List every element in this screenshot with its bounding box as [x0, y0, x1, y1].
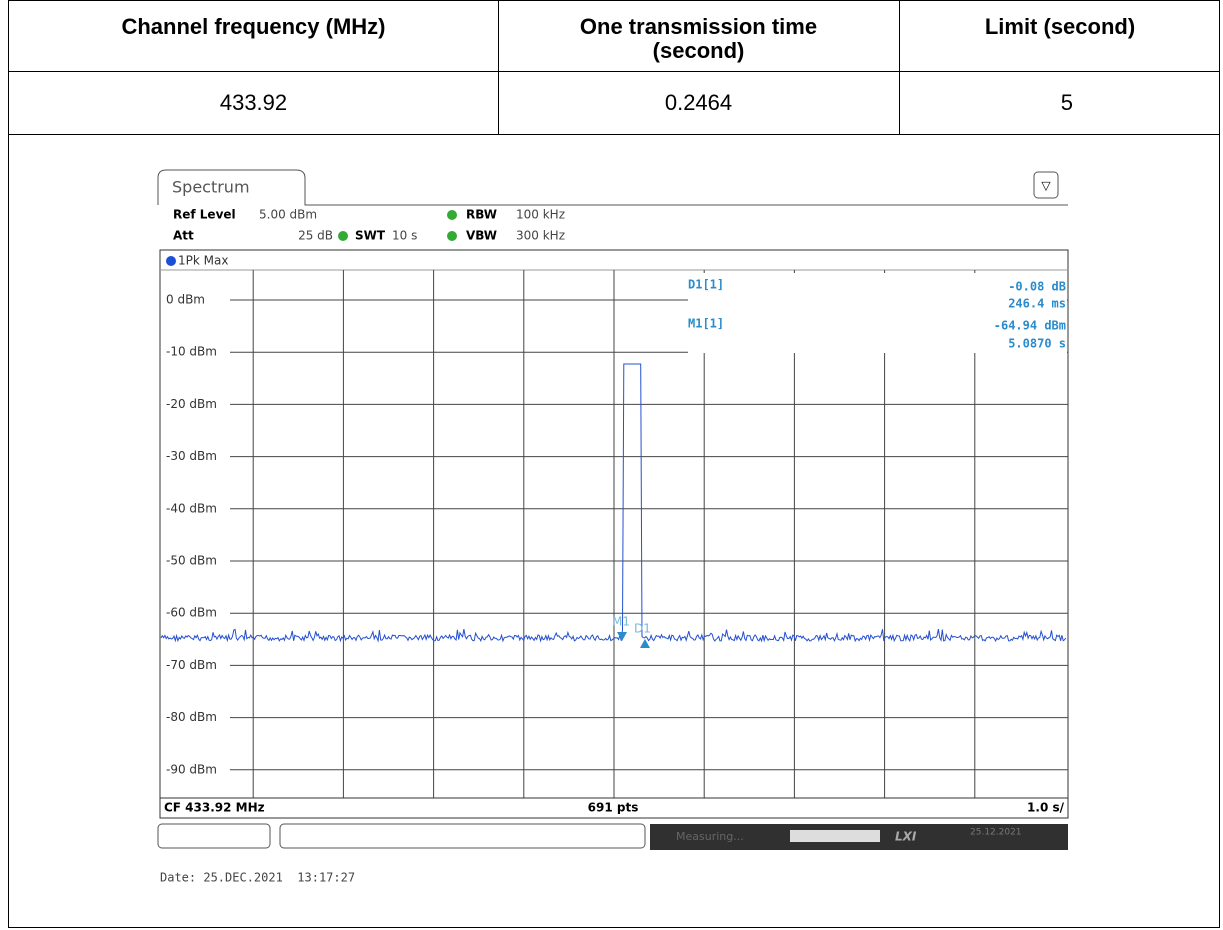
marker-tag: M1 — [612, 615, 630, 629]
center-label: CF 433.92 MHz — [164, 801, 265, 815]
label: Ref Level — [173, 208, 236, 222]
level-label: -60 dBm — [166, 606, 217, 620]
level-label: 0 dBm — [166, 293, 205, 307]
marker-name: D1[1] — [688, 278, 724, 292]
marker-value: -0.08 dB — [1008, 280, 1066, 294]
trace-dot — [166, 256, 176, 266]
marker-value: -64.94 dBm — [994, 319, 1066, 333]
led — [447, 210, 457, 220]
icon-glyph: ▽ — [1041, 179, 1051, 193]
row-line — [9, 134, 1219, 135]
level-label: -40 dBm — [166, 501, 217, 515]
value: 10 s — [392, 229, 417, 243]
tab — [157, 169, 1068, 206]
level-label: -90 dBm — [166, 762, 217, 776]
level-label: -50 dBm — [166, 554, 217, 568]
trace-label: 1Pk Max — [178, 254, 228, 268]
status-text: Measuring... — [676, 830, 744, 843]
col-line — [498, 1, 499, 134]
cell: 5 — [1060, 89, 1073, 115]
status-icon: LXI — [895, 830, 917, 844]
marker-box — [688, 273, 1067, 353]
label: RBW — [466, 208, 497, 222]
marker-position: 5.0870 s — [1008, 337, 1066, 351]
level-label: -70 dBm — [166, 658, 217, 672]
points-label: 691 pts — [588, 801, 639, 815]
level-label: -30 dBm — [166, 449, 217, 463]
label: SWT — [355, 229, 386, 243]
led — [338, 231, 348, 241]
header-cell: One transmission time (second) — [579, 14, 818, 63]
value: 25 dB — [298, 229, 333, 243]
level-label: -80 dBm — [166, 710, 217, 724]
value: 300 kHz — [516, 229, 565, 243]
status-field — [279, 823, 646, 849]
header-cell: Limit (second) — [984, 14, 1136, 39]
label: Att — [173, 229, 194, 243]
grid: 0 dBm -10 dBm -20 dBm -30 dBm -40 dBm -50 dBm… — [166, 270, 1068, 798]
trace — [160, 363, 1067, 643]
marker-symbol — [617, 632, 627, 641]
status-field — [157, 823, 271, 849]
icon — [1033, 171, 1059, 199]
marker-position: 246.4 ms — [1008, 297, 1066, 311]
tab-label: Spectrum — [172, 178, 250, 197]
led — [447, 231, 457, 241]
col-line — [899, 1, 900, 134]
progress — [790, 830, 880, 842]
date: Date: 25.DEC.2021 13:17:27 — [160, 871, 355, 885]
marker-symbol — [640, 639, 650, 648]
status-date: 25.12.2021 — [970, 828, 1022, 838]
marker-tag: D1 — [634, 622, 651, 636]
table: Channel frequency (MHz) One transmission… — [8, 0, 1220, 928]
marker-name: M1[1] — [688, 317, 724, 331]
value: 5.00 dBm — [259, 208, 317, 222]
header-cell: Channel frequency (MHz) — [121, 14, 386, 39]
cell: 433.92 — [219, 89, 288, 115]
label: VBW — [466, 229, 497, 243]
row-line — [9, 71, 1219, 72]
level-label: -10 dBm — [166, 345, 217, 359]
span-label: 1.0 s/ — [1027, 801, 1065, 815]
value: 100 kHz — [516, 208, 565, 222]
cell: 0.2464 — [664, 89, 733, 115]
level-label: -20 dBm — [166, 397, 217, 411]
